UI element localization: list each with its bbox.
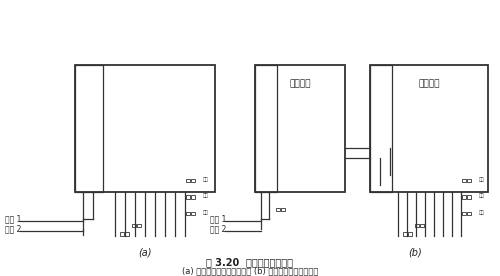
Bar [370, 65, 392, 192]
Bar [186, 212, 190, 215]
Text: 之之: 之之 [203, 177, 209, 182]
Bar [190, 179, 194, 182]
Text: 之之: 之之 [479, 210, 485, 215]
Bar [466, 195, 470, 199]
Text: (a) 一级扩充程控交换系统； (b) 二级扩充程控交换系统: (a) 一级扩充程控交换系统； (b) 二级扩充程控交换系统 [182, 266, 318, 275]
Text: 之之: 之之 [203, 193, 209, 198]
Text: 之之: 之之 [203, 210, 209, 215]
Bar [136, 224, 140, 227]
Bar [462, 179, 466, 182]
Bar [370, 65, 488, 192]
Text: 外线 1: 外线 1 [5, 215, 21, 224]
Bar [466, 212, 470, 215]
Bar [75, 65, 215, 192]
Bar [75, 65, 103, 192]
Bar [124, 232, 128, 236]
Bar [190, 212, 194, 215]
Text: 之之: 之之 [479, 193, 485, 198]
Bar [255, 65, 277, 192]
Bar [255, 65, 345, 192]
Bar [408, 232, 412, 236]
Bar [466, 179, 470, 182]
Bar [280, 208, 284, 211]
Text: (a): (a) [138, 248, 152, 258]
Text: 外线 2: 外线 2 [5, 224, 21, 233]
Bar [403, 232, 407, 236]
Bar [276, 208, 280, 211]
Bar [186, 195, 190, 199]
Text: 二级程控: 二级程控 [418, 79, 440, 88]
Bar [120, 232, 124, 236]
Text: 外线 1: 外线 1 [210, 215, 226, 224]
Text: 图 3.20  内部扩充通信系统: 图 3.20 内部扩充通信系统 [206, 257, 294, 267]
Text: 一级程控: 一级程控 [289, 79, 311, 88]
Bar [190, 195, 194, 199]
Bar [462, 195, 466, 199]
Text: 外线 2: 外线 2 [210, 224, 226, 233]
Bar [420, 224, 424, 227]
Text: (b): (b) [408, 248, 422, 258]
Bar [132, 224, 136, 227]
Text: 之之: 之之 [479, 177, 485, 182]
Bar [186, 179, 190, 182]
Bar [415, 224, 419, 227]
Bar [462, 212, 466, 215]
